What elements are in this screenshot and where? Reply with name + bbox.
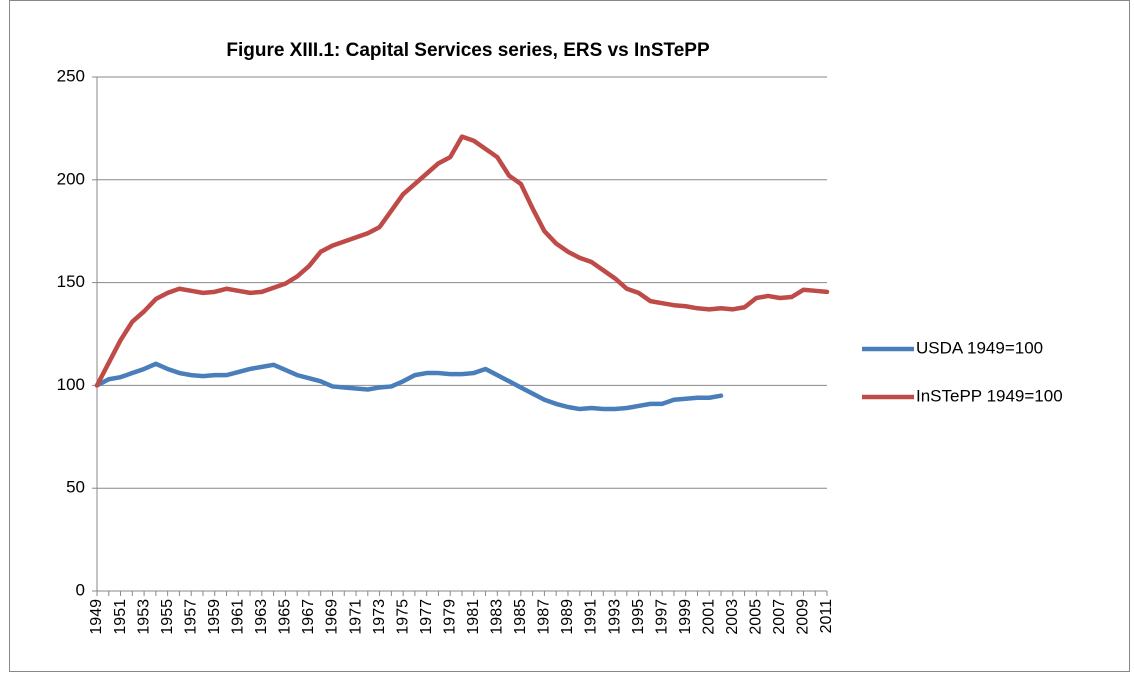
x-tick-label: 1959 xyxy=(206,599,223,635)
x-tick-label: 1997 xyxy=(653,599,670,635)
y-tick-label: 150 xyxy=(57,272,85,291)
x-tick-label: 1975 xyxy=(394,599,411,635)
y-tick-label: 0 xyxy=(76,580,85,599)
line-series xyxy=(94,134,830,388)
x-tick-label: 1969 xyxy=(324,599,341,635)
chart-frame xyxy=(9,0,1130,672)
legend-label: InSTePP 1949=100 xyxy=(916,386,1063,405)
x-tick-label: 1991 xyxy=(583,599,600,635)
x-tick-label: 2009 xyxy=(795,599,812,635)
chart-title: Figure XIII.1: Capital Services series, … xyxy=(226,40,710,61)
x-tick-label: 1957 xyxy=(182,599,199,635)
x-tick-label: 2005 xyxy=(748,599,765,635)
y-tick-label: 250 xyxy=(57,66,85,85)
y-tick-label: 50 xyxy=(66,478,85,497)
x-tick-label: 1983 xyxy=(489,599,506,635)
x-tick-label: 1973 xyxy=(371,599,388,635)
x-tick-label: 1985 xyxy=(512,599,529,635)
x-tick-label: 1979 xyxy=(441,599,458,635)
legend-label: USDA 1949=100 xyxy=(916,338,1043,357)
x-tick-label: 1987 xyxy=(536,599,553,635)
x-tick-label: 1989 xyxy=(559,599,576,635)
x-tick-label: 2007 xyxy=(771,599,788,635)
y-tick-label: 100 xyxy=(57,375,85,394)
x-tick-label: 1993 xyxy=(606,599,623,635)
x-tick-label: 1963 xyxy=(253,599,270,635)
x-tick-label: 2001 xyxy=(700,599,717,635)
x-tick-label: 1961 xyxy=(230,599,247,635)
x-tick-label: 1977 xyxy=(418,599,435,635)
x-tick-label: 2011 xyxy=(818,599,835,634)
x-tick-label: 1955 xyxy=(159,599,176,635)
x-tick-label: 1981 xyxy=(465,599,482,635)
line-series xyxy=(94,361,724,412)
y-tick-label: 200 xyxy=(57,169,85,188)
x-tick-label: 1951 xyxy=(112,599,129,635)
x-tick-label: 1967 xyxy=(300,599,317,635)
x-tick-label: 1949 xyxy=(88,599,105,635)
x-tick-label: 1999 xyxy=(677,599,694,635)
x-tick-label: 1995 xyxy=(630,599,647,635)
x-tick-label: 2003 xyxy=(724,599,741,635)
x-tick-label: 1971 xyxy=(347,599,364,635)
x-tick-label: 1965 xyxy=(277,599,294,635)
x-tick-label: 1953 xyxy=(135,599,152,635)
